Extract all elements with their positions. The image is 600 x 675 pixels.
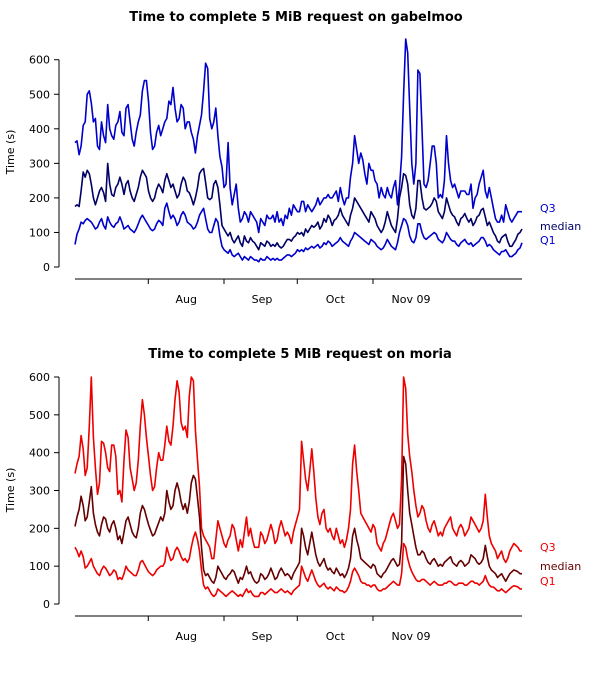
series-line-median — [74, 455, 522, 585]
x-tick-label: Oct — [326, 630, 346, 643]
y-tick-label: 100 — [29, 560, 50, 573]
y-tick-label: 200 — [29, 522, 50, 535]
legend-label-q1: Q1 — [540, 234, 556, 247]
y-tick-label: 400 — [29, 447, 50, 460]
legend-label-q1: Q1 — [540, 575, 556, 588]
legend-label-median: median — [540, 560, 581, 573]
series-line-median — [74, 162, 523, 251]
x-tick-label: Aug — [176, 630, 197, 643]
y-tick-label: 400 — [29, 123, 50, 136]
y-tick-label: 100 — [29, 226, 50, 239]
x-tick-label: Sep — [252, 293, 273, 306]
x-tick-label: Nov 09 — [392, 630, 431, 643]
y-tick-label: 200 — [29, 192, 50, 205]
chart-title: Time to complete 5 MiB request on gabelm… — [129, 10, 463, 25]
y-axis-label: Time (s) — [4, 468, 17, 514]
y-tick-label: 300 — [29, 157, 50, 170]
moria-panel: Time to complete 5 MiB request on moria … — [4, 347, 581, 643]
legend-label-q3: Q3 — [540, 202, 556, 215]
series-line-q3 — [74, 376, 522, 564]
y-tick-label: 0 — [43, 261, 50, 274]
series-line-q1 — [74, 202, 523, 263]
y-tick-label: 600 — [29, 371, 50, 384]
series-line-q3 — [74, 38, 522, 234]
y-tick-label: 500 — [29, 409, 50, 422]
legend-label-q3: Q3 — [540, 541, 556, 554]
y-tick-label: 0 — [43, 598, 50, 611]
series-line-q1 — [74, 531, 522, 598]
x-tick-label: Nov 09 — [392, 293, 431, 306]
x-tick-label: Aug — [176, 293, 197, 306]
y-tick-label: 600 — [29, 54, 50, 67]
x-tick-label: Sep — [252, 630, 273, 643]
legend-label-median: median — [540, 220, 581, 233]
x-tick-label: Oct — [326, 293, 346, 306]
y-tick-label: 300 — [29, 485, 50, 498]
gabelmoo-panel: Time to complete 5 MiB request on gabelm… — [4, 10, 581, 306]
chart-title: Time to complete 5 MiB request on moria — [148, 347, 452, 362]
y-tick-label: 500 — [29, 88, 50, 101]
y-axis-label: Time (s) — [4, 130, 17, 176]
